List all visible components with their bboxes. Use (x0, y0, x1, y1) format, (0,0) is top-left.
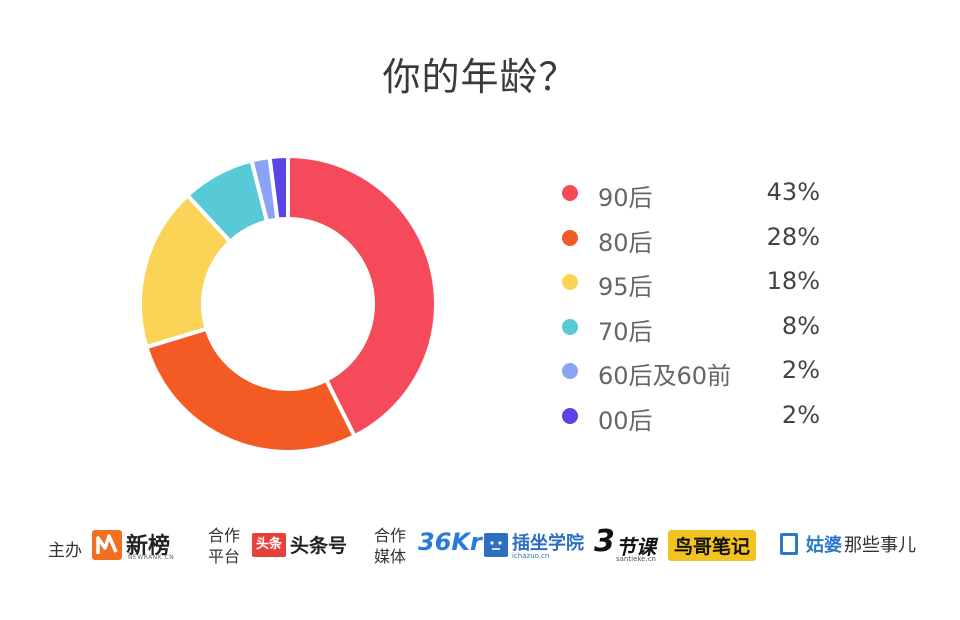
gupo-logo-brand: 姑婆 (806, 535, 842, 556)
legend-value: 8% (781, 311, 820, 340)
newrank-logo-text: 新榜 (126, 534, 171, 559)
legend-swatch (562, 407, 578, 424)
legend-label: 60后及60前 (598, 362, 732, 390)
platform-label-line: 平台 (208, 547, 241, 566)
legend-value: 28% (766, 222, 820, 251)
gupo-logo-icon (780, 533, 798, 555)
newrank-logo-sub: NEWRANK.CN (128, 554, 175, 561)
donut-slice (143, 326, 358, 454)
legend-value: 18% (766, 267, 820, 295)
legend-swatch (562, 229, 578, 246)
media-label: 合作 媒体 (374, 525, 406, 567)
legend-value: 2% (781, 356, 820, 384)
donut-slice (267, 153, 290, 222)
legend-item: 80后 28% (560, 217, 820, 262)
toutiao-logo-badge: 头条 (252, 533, 286, 557)
legend-label: 80后 (598, 228, 653, 257)
legend-item: 00后 2% (560, 395, 820, 440)
niaoge-logo: 鸟哥笔记 (668, 530, 757, 561)
legend-item: 90后 43% (560, 172, 820, 217)
donut-slice (286, 153, 438, 439)
legend-swatch (562, 185, 578, 201)
kr36-logo: 36Kr (418, 528, 482, 556)
newrank-logo-icon (92, 530, 122, 560)
legend-label: 00后 (598, 406, 653, 435)
legend-swatch (562, 363, 578, 379)
jieke-logo-sub: santieke.cn (616, 555, 656, 563)
host-label: 主办 (48, 541, 82, 561)
toutiao-logo-text: 头条号 (290, 535, 348, 557)
chazuo-logo-text: 插坐学院 (512, 533, 584, 554)
legend-item: 95后 18% (560, 261, 820, 306)
jieke-logo-number: 3 (594, 524, 615, 559)
legend-value: 2% (781, 400, 820, 429)
donut-chart (138, 153, 438, 454)
chazuo-logo-sub: ichazuo.cn (512, 552, 550, 560)
legend-value: 43% (766, 178, 820, 206)
platform-label: 合作 平台 (208, 525, 240, 567)
chart-legend: 90后 43% 80后 28% 95后 18% 70后 8% 60后及60前 2… (560, 172, 820, 439)
media-label-line: 合作 (374, 526, 407, 545)
legend-swatch (562, 318, 578, 335)
legend-label: 90后 (598, 184, 653, 212)
legend-label: 70后 (598, 317, 653, 346)
media-label-line: 媒体 (374, 547, 407, 566)
chart-title: 你的年龄？ (382, 55, 578, 99)
legend-swatch (562, 274, 578, 290)
platform-label-line: 合作 (208, 526, 241, 545)
legend-label: 95后 (598, 273, 653, 301)
jieke-logo-text: 节课 (616, 535, 656, 559)
chazuo-logo-icon (484, 533, 508, 557)
sponsor-footer: 主办 新榜 NEWRANK.CN 合作 平台 头条 头条号 合作 媒体 36Kr… (0, 520, 960, 580)
gupo-logo-text: 那些事儿 (844, 535, 916, 556)
legend-item: 70后 8% (560, 306, 820, 351)
legend-item: 60后及60前 2% (560, 350, 820, 395)
